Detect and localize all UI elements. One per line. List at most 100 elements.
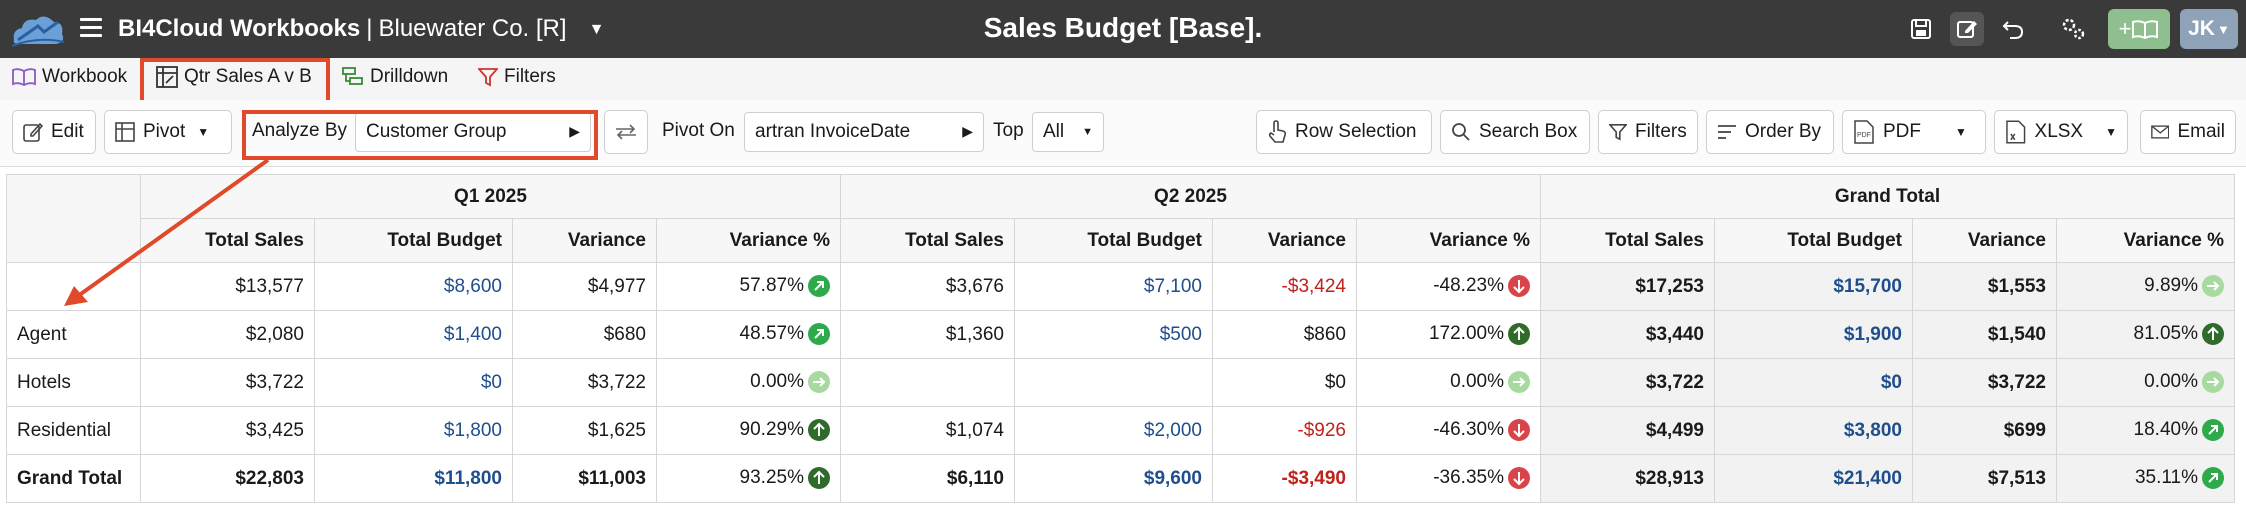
table-cell[interactable]: $2,080 bbox=[140, 310, 315, 359]
edit-button[interactable]: Edit bbox=[12, 110, 96, 154]
filters-button[interactable]: Filters bbox=[1598, 110, 1698, 154]
save-icon[interactable] bbox=[1904, 12, 1938, 46]
order-by-button[interactable]: Order By bbox=[1706, 110, 1834, 154]
table-cell[interactable]: $3,722 bbox=[140, 358, 315, 407]
table-cell[interactable]: $7,513 bbox=[1912, 454, 2057, 503]
table-cell[interactable]: $699 bbox=[1912, 406, 2057, 455]
table-cell[interactable]: $28,913 bbox=[1540, 454, 1715, 503]
column-header[interactable]: Total Budget bbox=[1014, 218, 1213, 263]
email-button[interactable]: Email bbox=[2140, 110, 2236, 154]
table-cell[interactable]: $0 bbox=[314, 358, 513, 407]
table-cell[interactable]: 81.05% bbox=[2056, 310, 2235, 359]
table-cell[interactable]: 35.11% bbox=[2056, 454, 2235, 503]
group-header-grand-total[interactable]: Grand Total bbox=[1540, 174, 2235, 219]
table-cell[interactable]: $3,722 bbox=[512, 358, 657, 407]
table-cell[interactable]: 172.00% bbox=[1356, 310, 1541, 359]
table-cell[interactable]: -$3,424 bbox=[1212, 262, 1357, 311]
table-cell[interactable]: $17,253 bbox=[1540, 262, 1715, 311]
column-header[interactable]: Total Sales bbox=[1540, 218, 1715, 263]
table-cell[interactable]: 0.00% bbox=[1356, 358, 1541, 407]
table-row[interactable]: Agent $2,080 $1,400 $680 48.57% $1,360 $500 $86… bbox=[6, 310, 2235, 359]
top-select[interactable]: All ▼ bbox=[1032, 112, 1104, 152]
row-selection-button[interactable]: Row Selection bbox=[1256, 110, 1432, 154]
table-cell[interactable]: $4,977 bbox=[512, 262, 657, 311]
table-cell[interactable]: $8,600 bbox=[314, 262, 513, 311]
column-header[interactable]: Total Budget bbox=[1714, 218, 1913, 263]
table-cell[interactable]: $7,100 bbox=[1014, 262, 1213, 311]
table-cell[interactable]: $11,800 bbox=[314, 454, 513, 503]
table-cell[interactable]: $1,360 bbox=[840, 310, 1015, 359]
table-cell[interactable]: $11,003 bbox=[512, 454, 657, 503]
table-cell[interactable]: -36.35% bbox=[1356, 454, 1541, 503]
table-cell[interactable]: 90.29% bbox=[656, 406, 841, 455]
table-cell[interactable]: -$926 bbox=[1212, 406, 1357, 455]
pdf-export-button[interactable]: PDF PDF ▼ bbox=[1842, 110, 1986, 154]
column-header[interactable]: Total Sales bbox=[140, 218, 315, 263]
table-cell[interactable]: 48.57% bbox=[656, 310, 841, 359]
table-cell[interactable]: 93.25% bbox=[656, 454, 841, 503]
table-cell[interactable]: $1,553 bbox=[1912, 262, 2057, 311]
table-cell[interactable]: $3,722 bbox=[1912, 358, 2057, 407]
app-title[interactable]: BI4Cloud Workbooks | Bluewater Co. [R] ▼ bbox=[118, 15, 604, 43]
table-cell[interactable]: $0 bbox=[1212, 358, 1357, 407]
swap-button[interactable] bbox=[604, 110, 648, 154]
row-label[interactable]: Agent bbox=[6, 310, 141, 359]
tab-qtr-sales[interactable]: Qtr Sales A v B bbox=[156, 66, 312, 88]
table-cell[interactable]: $500 bbox=[1014, 310, 1213, 359]
table-cell[interactable]: $2,000 bbox=[1014, 406, 1213, 455]
pivot-on-select[interactable]: artran InvoiceDate ▶ bbox=[744, 112, 984, 152]
table-cell[interactable] bbox=[840, 358, 1015, 407]
group-header-q1[interactable]: Q1 2025 bbox=[140, 174, 841, 219]
user-menu-button[interactable]: JK ▼ bbox=[2180, 9, 2238, 49]
table-cell[interactable]: $6,110 bbox=[840, 454, 1015, 503]
table-cell[interactable]: -48.23% bbox=[1356, 262, 1541, 311]
table-cell[interactable]: $3,722 bbox=[1540, 358, 1715, 407]
table-cell[interactable]: $21,400 bbox=[1714, 454, 1913, 503]
table-cell[interactable]: $680 bbox=[512, 310, 657, 359]
table-row[interactable]: $13,577 $8,600 $4,977 57.87% $3,676 $7,100 -$3… bbox=[6, 262, 2235, 311]
table-cell[interactable]: -46.30% bbox=[1356, 406, 1541, 455]
hamburger-menu-icon[interactable] bbox=[80, 18, 102, 38]
settings-icon[interactable] bbox=[2056, 12, 2090, 46]
table-cell[interactable]: $1,400 bbox=[314, 310, 513, 359]
row-label[interactable]: Residential bbox=[6, 406, 141, 455]
column-header[interactable]: Variance bbox=[512, 218, 657, 263]
table-cell[interactable]: 0.00% bbox=[656, 358, 841, 407]
table-row[interactable]: Residential $3,425 $1,800 $1,625 90.29% $1,07… bbox=[6, 406, 2235, 455]
table-cell[interactable]: $3,425 bbox=[140, 406, 315, 455]
xlsx-export-button[interactable]: XLSX ▼ bbox=[1994, 110, 2128, 154]
table-cell[interactable]: $1,900 bbox=[1714, 310, 1913, 359]
column-header[interactable]: Variance % bbox=[1356, 218, 1541, 263]
group-header-q2[interactable]: Q2 2025 bbox=[840, 174, 1541, 219]
table-cell[interactable]: $9,600 bbox=[1014, 454, 1213, 503]
table-cell[interactable]: $22,803 bbox=[140, 454, 315, 503]
tab-filters[interactable]: Filters bbox=[478, 66, 556, 88]
undo-icon[interactable] bbox=[1996, 12, 2030, 46]
table-row[interactable]: Hotels $3,722 $0 $3,722 0.00% $0 0.00% $3,722 $0… bbox=[6, 358, 2235, 407]
table-cell[interactable]: 18.40% bbox=[2056, 406, 2235, 455]
column-header[interactable]: Total Budget bbox=[314, 218, 513, 263]
row-label[interactable]: Hotels bbox=[6, 358, 141, 407]
column-header[interactable]: Variance % bbox=[656, 218, 841, 263]
column-header[interactable]: Variance bbox=[1212, 218, 1357, 263]
table-cell[interactable]: $3,800 bbox=[1714, 406, 1913, 455]
row-label[interactable]: Grand Total bbox=[6, 454, 141, 503]
chevron-down-icon[interactable]: ▼ bbox=[588, 20, 605, 38]
tab-drilldown[interactable]: Drilldown bbox=[342, 66, 448, 88]
table-cell[interactable]: 9.89% bbox=[2056, 262, 2235, 311]
cloud-logo-icon[interactable] bbox=[8, 10, 66, 48]
column-header[interactable]: Variance % bbox=[2056, 218, 2235, 263]
table-cell[interactable]: $1,625 bbox=[512, 406, 657, 455]
table-cell[interactable]: 57.87% bbox=[656, 262, 841, 311]
pivot-button[interactable]: Pivot ▼ bbox=[104, 110, 232, 154]
column-header[interactable]: Total Sales bbox=[840, 218, 1015, 263]
table-cell[interactable]: $13,577 bbox=[140, 262, 315, 311]
table-cell[interactable]: $1,800 bbox=[314, 406, 513, 455]
table-cell[interactable]: $0 bbox=[1714, 358, 1913, 407]
table-cell[interactable]: $1,540 bbox=[1912, 310, 2057, 359]
table-cell[interactable] bbox=[1014, 358, 1213, 407]
table-cell[interactable]: $3,440 bbox=[1540, 310, 1715, 359]
table-cell[interactable]: 0.00% bbox=[2056, 358, 2235, 407]
grand-total-row[interactable]: Grand Total $22,803 $11,800 $11,003 93.25% $6… bbox=[6, 454, 2235, 503]
table-cell[interactable]: $1,074 bbox=[840, 406, 1015, 455]
